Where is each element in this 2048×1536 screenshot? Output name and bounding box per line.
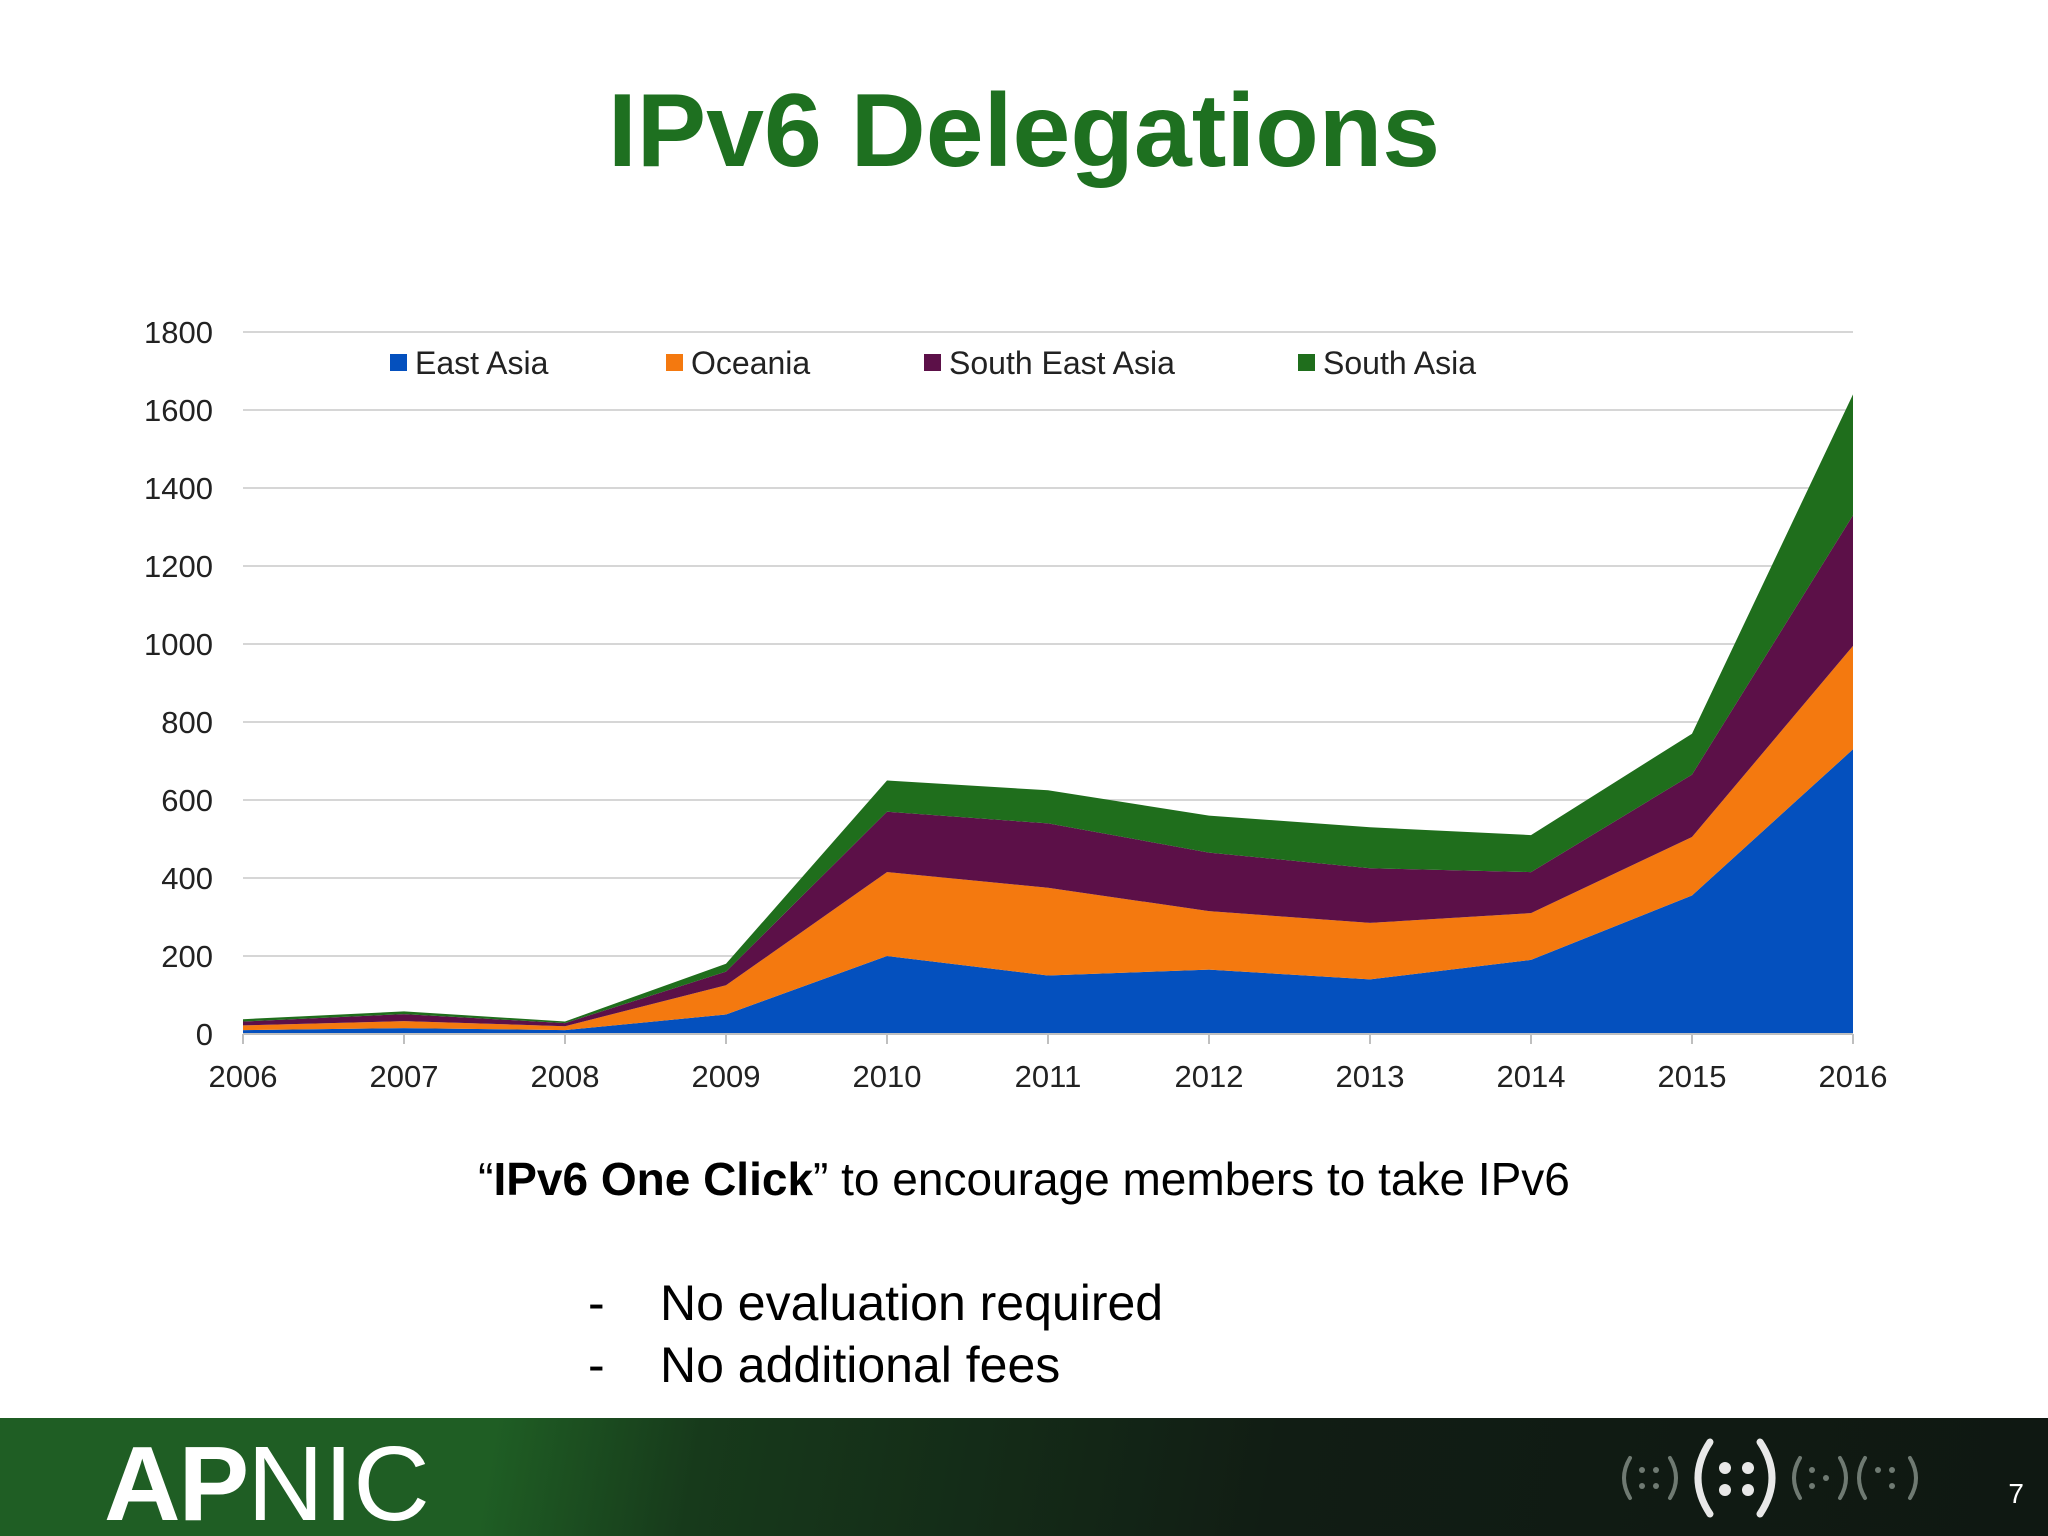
y-tick-label: 200 <box>161 939 213 974</box>
y-tick-label: 1600 <box>144 393 213 428</box>
legend-item: South Asia <box>1298 345 1476 381</box>
decorative-pattern-icon <box>1622 1438 1918 1518</box>
slide-title: IPv6 Delegations <box>607 73 1441 189</box>
y-tick-label: 1200 <box>144 549 213 584</box>
x-tick-label: 2007 <box>370 1059 439 1094</box>
chart-gridlines <box>243 331 1853 957</box>
x-tick-label: 2012 <box>1175 1059 1244 1094</box>
legend-item: Oceania <box>666 345 810 381</box>
x-axis-ticks: 2006 2007 2008 2009 2010 2011 2012 2013 2014 2015… <box>209 1059 1888 1094</box>
bullet-item: - No additional fees <box>580 1334 1163 1396</box>
y-tick-label: 400 <box>161 861 213 896</box>
y-tick-label: 800 <box>161 705 213 740</box>
x-tick-label: 2015 <box>1658 1059 1727 1094</box>
logo-thin: NIC <box>247 1425 430 1536</box>
x-tick-label: 2006 <box>209 1059 278 1094</box>
x-tick-label: 2011 <box>1015 1059 1082 1094</box>
y-tick-label: 600 <box>161 783 213 818</box>
page-number: 7 <box>2008 1478 2024 1509</box>
legend-label: South Asia <box>1323 345 1476 381</box>
bullet-list: - No evaluation required - No additional f… <box>580 1272 1163 1396</box>
footer-bar: APNIC 7 <box>0 1418 2048 1536</box>
y-tick-label: 0 <box>196 1017 213 1052</box>
legend-item: South East Asia <box>924 345 1175 381</box>
x-tick-label: 2014 <box>1497 1059 1566 1094</box>
y-tick-label: 1000 <box>144 627 213 662</box>
legend-label: South East Asia <box>949 345 1175 381</box>
legend-swatch <box>390 354 407 371</box>
area-series-oceania <box>243 645 1853 1031</box>
tagline-rest: ” to encourage members to take IPv6 <box>813 1153 1570 1205</box>
y-tick-label: 1400 <box>144 471 213 506</box>
bullet-item: - No evaluation required <box>580 1272 1163 1334</box>
tagline: “IPv6 One Click” to encourage members to… <box>0 1152 2048 1206</box>
chart-areas <box>242 394 1854 1044</box>
bullet-dash: - <box>588 1337 605 1393</box>
apnic-logo: APNIC <box>104 1424 430 1536</box>
area-series-east-asia <box>243 749 1853 1034</box>
y-axis-ticks: 0 200 400 600 800 1000 1200 1400 1600 1800 <box>144 315 213 1052</box>
bullet-text: No additional fees <box>660 1337 1061 1393</box>
legend-item: East Asia <box>390 345 549 381</box>
legend-swatch <box>1298 354 1315 371</box>
x-tick-label: 2010 <box>853 1059 922 1094</box>
logo-bold: AP <box>104 1425 249 1536</box>
area-series-south-asia <box>243 394 1853 1024</box>
y-tick-label: 1800 <box>144 315 213 350</box>
x-tick-label: 2008 <box>531 1059 600 1094</box>
legend-label: Oceania <box>691 345 810 381</box>
tagline-bold: IPv6 One Click <box>493 1153 814 1205</box>
legend-swatch <box>924 354 941 371</box>
legend-swatch <box>666 354 683 371</box>
x-tick-label: 2009 <box>692 1059 761 1094</box>
x-tick-label: 2013 <box>1336 1059 1405 1094</box>
tagline-open-quote: “ <box>478 1153 494 1205</box>
chart-legend: East Asia Oceania South East Asia South Asi… <box>390 345 1476 381</box>
x-tick-label: 2016 <box>1819 1059 1888 1094</box>
bullet-dash: - <box>588 1275 605 1331</box>
legend-label: East Asia <box>415 345 549 381</box>
bullet-text: No evaluation required <box>660 1275 1164 1331</box>
area-series-south-east-asia <box>243 515 1853 1027</box>
